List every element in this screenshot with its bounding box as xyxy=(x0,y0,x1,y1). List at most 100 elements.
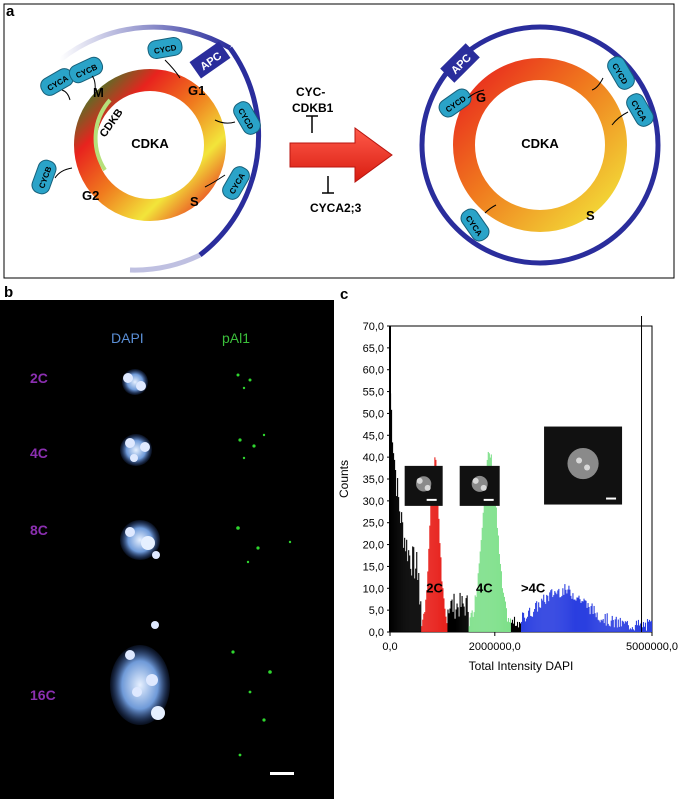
histogram-bin xyxy=(511,619,514,632)
histogram-bin xyxy=(545,603,547,632)
histogram-bin xyxy=(512,623,515,632)
histogram-bin xyxy=(411,575,413,632)
group-label-2: >4C xyxy=(521,581,546,596)
inset-2c-chromocenter xyxy=(424,484,431,491)
histogram-bin xyxy=(633,630,635,632)
histogram-bin xyxy=(585,600,587,632)
histogram-bin xyxy=(536,601,538,632)
histogram-bin xyxy=(540,607,542,632)
histogram-bin xyxy=(648,619,651,632)
histogram-bin xyxy=(515,625,518,632)
histogram-bin xyxy=(592,613,594,632)
right-cycle-ring xyxy=(453,58,627,232)
right-cycld-bubble-1: CYCD xyxy=(438,88,472,118)
histogram-bin xyxy=(562,588,564,632)
y-tick-label: 65,0 xyxy=(363,343,384,355)
group-label-1: 4C xyxy=(476,581,493,596)
row-label-2c: 2C xyxy=(30,370,48,386)
histogram-bin xyxy=(569,589,571,632)
inset-4c-scale-bar xyxy=(483,498,494,501)
histogram-bin xyxy=(409,555,411,632)
histogram-bin xyxy=(428,548,430,632)
cycld-bubble-2: CYCD xyxy=(233,101,261,135)
histogram-chart: 0,0 5,0 10,0 15,0 20,0 25,0 30,0 35,0 40,0 45,0 50… xyxy=(337,316,678,673)
histogram-bin xyxy=(603,623,605,632)
histogram-bin xyxy=(444,608,446,632)
panel-a-cell-cycle-diagram: CDKA M G1 S G2 CDKB APC CYCA CYCB CYCD C… xyxy=(0,0,678,282)
histogram-bin xyxy=(510,622,513,632)
histogram-bin xyxy=(486,459,488,632)
histogram-bin xyxy=(517,627,520,632)
scale-bar xyxy=(270,772,294,775)
histogram-bin xyxy=(434,457,436,632)
histogram-bin xyxy=(493,485,495,632)
histogram-bin xyxy=(472,616,474,632)
histogram-bin xyxy=(468,626,470,632)
histogram-bin xyxy=(431,490,433,632)
histogram-bin xyxy=(458,616,460,632)
histogram-bin xyxy=(566,593,568,632)
histogram-bin xyxy=(404,537,406,632)
histogram-bin xyxy=(405,551,407,632)
histogram-bin xyxy=(576,597,578,632)
histogram-bin xyxy=(402,522,404,632)
histogram-bin xyxy=(524,617,526,632)
histogram-bin xyxy=(456,603,458,632)
histogram-bin xyxy=(626,620,628,632)
histogram-bin xyxy=(452,611,454,632)
histogram-bin xyxy=(647,621,650,632)
histogram-bin xyxy=(471,610,473,632)
histogram-bin xyxy=(538,602,540,632)
histogram-bin xyxy=(414,578,416,632)
histogram-bin xyxy=(397,478,399,632)
histogram-bin xyxy=(483,499,485,632)
right-apc-circle xyxy=(419,24,661,266)
svg-text:CYCD: CYCD xyxy=(153,43,177,56)
inset-4c-chromocenter xyxy=(480,484,487,491)
histogram-bin xyxy=(491,471,493,632)
histogram-bin xyxy=(470,612,472,632)
histogram-bin xyxy=(577,597,579,632)
histogram-bin xyxy=(586,607,588,632)
histogram-bin xyxy=(481,527,483,632)
histogram-bin xyxy=(591,603,593,632)
histogram-bin xyxy=(454,618,456,632)
histogram-bin xyxy=(559,597,561,632)
histogram-bin xyxy=(445,616,447,632)
histogram-bin xyxy=(479,551,481,632)
histogram-bin xyxy=(572,593,574,632)
histogram-bin xyxy=(423,613,425,632)
histogram-bin xyxy=(643,626,646,632)
histogram-bin xyxy=(543,594,545,632)
histogram-bin xyxy=(645,630,648,632)
histogram-bin xyxy=(621,620,623,632)
histogram-bin xyxy=(464,615,466,632)
histogram-bin xyxy=(506,621,508,632)
histogram-bin xyxy=(488,453,490,632)
histogram-bin xyxy=(551,589,553,632)
histogram-bin xyxy=(502,592,504,632)
histogram-bin xyxy=(610,620,612,632)
histogram-bin xyxy=(604,613,606,632)
histogram-bin xyxy=(632,629,634,632)
y-tick-label: 60,0 xyxy=(363,365,384,377)
histogram-bin xyxy=(627,625,629,632)
histogram-bin xyxy=(529,607,531,632)
histogram-bin xyxy=(622,621,624,632)
histogram-bin xyxy=(606,613,608,632)
histogram-bin xyxy=(534,608,536,632)
histogram-bin xyxy=(535,602,537,632)
histogram-bin xyxy=(453,593,455,632)
y-tick-label: 20,0 xyxy=(363,540,384,552)
transition-arrow xyxy=(289,127,393,183)
histogram-bin xyxy=(395,470,397,632)
inhibitor-cdkb1-label: CDKB1 xyxy=(292,101,334,115)
histogram-bin xyxy=(508,622,511,632)
histogram-bin xyxy=(398,497,400,632)
y-tick-label: 70,0 xyxy=(363,321,384,333)
histogram-bin xyxy=(406,539,408,632)
histogram-bin xyxy=(564,584,566,632)
histogram-bin xyxy=(574,599,576,632)
histogram-bin xyxy=(570,595,572,632)
histogram-bin xyxy=(477,573,479,632)
